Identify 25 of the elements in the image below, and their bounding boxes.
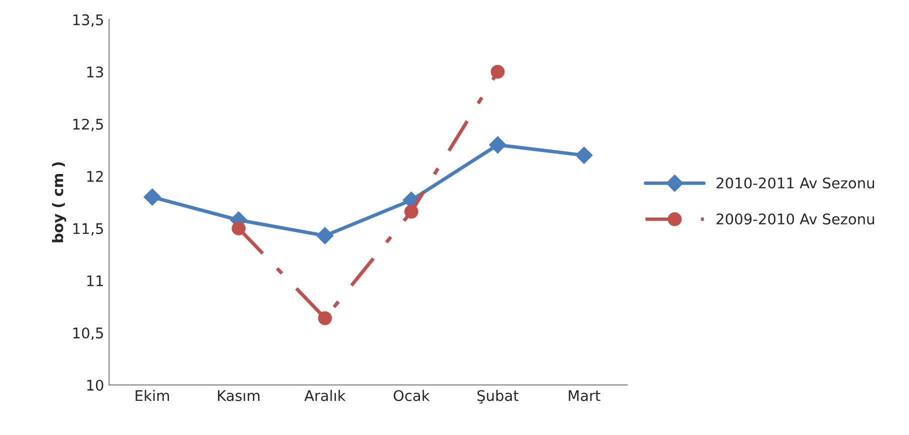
y-tick-label: 10: [87, 380, 104, 391]
y-axis-title: boy ( cm ): [52, 162, 66, 242]
point: [318, 311, 332, 326]
point: [316, 227, 334, 244]
x-tick-label: Ekim: [136, 390, 169, 401]
point: [144, 188, 161, 206]
x-tick-label: Ocak: [394, 390, 430, 402]
y-tick-label: 13: [87, 66, 104, 78]
point: [232, 221, 246, 236]
legend-label: 2009-2010 Av Sezonu: [716, 213, 874, 224]
legend-label: 2010-2011 Av Sezonu: [716, 177, 874, 189]
y-tick-label: 13,5: [73, 14, 103, 27]
y-tick-label: 12: [87, 170, 103, 182]
y-tick-label: 11: [87, 275, 103, 286]
point: [490, 64, 505, 79]
x-tick-label: Kasım: [218, 390, 260, 402]
x-tick-label: Mart: [568, 390, 600, 402]
y-tick-label: 12,5: [73, 118, 103, 132]
point: [489, 136, 506, 154]
point: [575, 146, 593, 164]
y-tick-label: 10,5: [73, 327, 103, 340]
y-tick-label: 11,5: [73, 223, 103, 236]
x-tick-label: Şubat: [477, 390, 519, 404]
x-tick-label: Aralık: [304, 390, 346, 402]
point: [404, 204, 418, 219]
